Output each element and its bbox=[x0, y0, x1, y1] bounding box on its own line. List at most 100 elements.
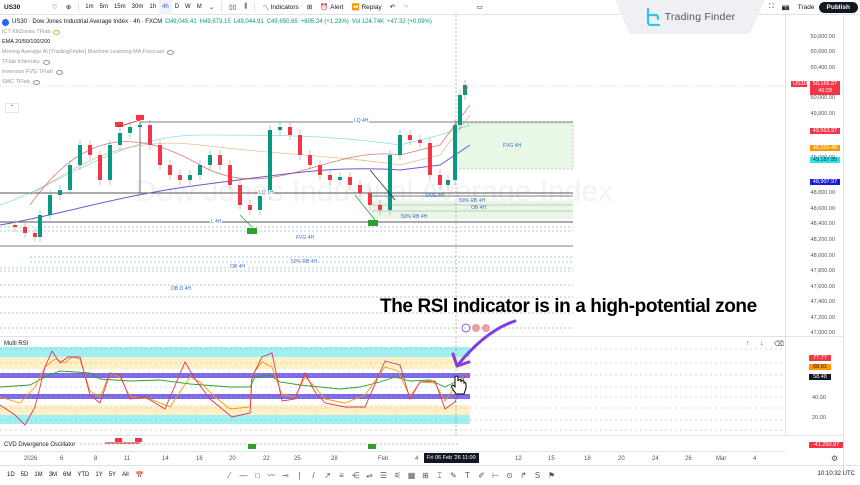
favorite-icon[interactable]: ♡ bbox=[52, 4, 58, 11]
text-tool-icon[interactable]: T bbox=[465, 471, 470, 480]
highlighter-tool-icon[interactable]: ✐ bbox=[478, 471, 485, 480]
horizontal-line-tool-icon[interactable]: ⊸ bbox=[282, 471, 289, 480]
time-label: 16 bbox=[196, 456, 203, 462]
eye-hidden-icon[interactable] bbox=[32, 79, 40, 85]
range-1d[interactable]: 1D bbox=[7, 472, 15, 478]
fib-extension-tool-icon[interactable]: ⚟ bbox=[393, 471, 402, 480]
fib-retracement-tool-icon[interactable]: ☰ bbox=[379, 471, 388, 480]
interval-30m[interactable]: 30m bbox=[131, 4, 144, 10]
eye-hidden-icon[interactable] bbox=[167, 49, 175, 55]
time-label: 26 bbox=[685, 456, 692, 462]
cvd-value-tag: -41,290.97 bbox=[809, 442, 843, 448]
interval-dropdown-icon[interactable]: ⌄ bbox=[208, 4, 215, 11]
templates-icon[interactable]: ⊞ bbox=[306, 4, 313, 11]
cvd-title[interactable]: CVD Divergence Oscillator bbox=[4, 442, 76, 448]
rectangle-tool-icon[interactable]: □ bbox=[255, 471, 260, 480]
indicator-legend-ema[interactable]: EMA 20/50/100/200 bbox=[2, 37, 432, 47]
range-ytd[interactable]: YTD bbox=[77, 472, 90, 478]
interval-1h[interactable]: 1h bbox=[149, 4, 156, 10]
goto-date-icon[interactable]: 📅 bbox=[135, 472, 144, 479]
interval-15m[interactable]: 15m bbox=[113, 4, 126, 10]
eye-icon[interactable] bbox=[53, 29, 61, 35]
bar-style-icon[interactable]: ▯▯ bbox=[229, 4, 237, 11]
layout-icon[interactable]: ▭ bbox=[476, 4, 483, 11]
range-3m[interactable]: 3M bbox=[48, 472, 58, 478]
price-label: 47,200.00 bbox=[810, 315, 835, 321]
time-axis[interactable]: Fri 06 Feb '26 11:00 2026 6 8 11 14 16 20 22 25 2… bbox=[0, 451, 785, 465]
price-chart[interactable]: Dow Jones Industrial Average Index bbox=[0, 15, 785, 333]
parallel-channel-tool-icon[interactable]: ≡ bbox=[339, 471, 344, 480]
flag-tool-icon[interactable]: ⚑ bbox=[547, 471, 556, 480]
pane-divider[interactable] bbox=[0, 435, 843, 436]
interval-4h[interactable]: 4h bbox=[159, 0, 172, 15]
range-1y[interactable]: 1Y bbox=[95, 472, 103, 478]
fib-channel-tool-icon[interactable]: ⇌ bbox=[366, 471, 373, 480]
eye-hidden-icon[interactable] bbox=[55, 69, 63, 75]
range-6m[interactable]: 6M bbox=[63, 472, 72, 478]
grid-tool-icon[interactable]: ▦ bbox=[407, 471, 416, 480]
curve-tool-icon[interactable]: S bbox=[534, 471, 541, 480]
trendline-tool-icon[interactable]: ⁄ bbox=[228, 471, 231, 480]
last-price: 50,166.87 bbox=[812, 81, 838, 87]
range-5d[interactable]: 5D bbox=[20, 472, 29, 478]
range-all[interactable]: All bbox=[122, 472, 129, 478]
interval-M[interactable]: M bbox=[196, 4, 202, 10]
replay-button[interactable]: ⏪ Replay bbox=[348, 0, 386, 15]
redo-icon[interactable]: ↷ bbox=[403, 4, 409, 11]
eye-hidden-icon[interactable] bbox=[42, 59, 50, 65]
publish-button[interactable]: Publish bbox=[818, 1, 858, 13]
trade-button[interactable]: Trade bbox=[797, 3, 815, 11]
indicator-legend-ifvg[interactable]: Inversion FVG TFlab bbox=[2, 67, 432, 77]
arc-tool-icon[interactable]: ↱ bbox=[520, 471, 527, 480]
clock-timezone[interactable]: 10:10:32 UTC bbox=[817, 471, 855, 477]
delete-pane-icon[interactable]: ⌫ bbox=[774, 341, 784, 348]
interval-5m[interactable]: 5m bbox=[99, 4, 108, 10]
range-5y[interactable]: 5Y bbox=[108, 472, 117, 478]
time-label: 4 bbox=[753, 456, 757, 462]
fullscreen-icon[interactable]: ⛶ bbox=[769, 3, 774, 10]
move-pane-down-icon[interactable]: ↓ bbox=[760, 340, 764, 347]
rsi-tag-68: 68.91 bbox=[809, 364, 831, 370]
indicator-legend-smc[interactable]: SMC TFlab bbox=[2, 77, 432, 87]
circle-tool-icon[interactable]: ⊙ bbox=[506, 471, 513, 480]
indicator-legend-killzones[interactable]: ICT KillZones TFlab bbox=[2, 27, 432, 37]
time-axis-settings-icon[interactable]: ⚙ bbox=[831, 454, 839, 463]
indicators-button[interactable]: 〽 Indicators bbox=[258, 0, 303, 15]
brush-tool-icon[interactable]: ✎ bbox=[450, 471, 457, 480]
interval-1m[interactable]: 1m bbox=[85, 4, 94, 10]
undo-icon[interactable]: ↶ bbox=[389, 4, 396, 11]
time-label: 6 bbox=[60, 456, 64, 462]
horizontal-ray-tool-icon[interactable]: — bbox=[239, 471, 248, 480]
alert-button[interactable]: ⏰ Alert bbox=[316, 0, 347, 15]
trading-finder-logo-icon bbox=[646, 8, 660, 26]
path-tool-icon[interactable]: 〰 bbox=[267, 471, 276, 480]
pane-divider[interactable] bbox=[0, 336, 843, 337]
table-tool-icon[interactable]: ⊞ bbox=[422, 471, 429, 480]
symbol-legend[interactable]: US30 · Dow Jones Industrial Average Inde… bbox=[2, 17, 432, 27]
interval-W[interactable]: W bbox=[185, 4, 191, 10]
interval-D[interactable]: D bbox=[174, 4, 180, 10]
move-pane-up-icon[interactable]: ↑ bbox=[746, 340, 750, 347]
interval-group: 1m 5m 15m 30m 1h 4h D W M bbox=[82, 0, 204, 15]
rsi-pane[interactable] bbox=[0, 337, 785, 435]
chart-type-icon[interactable]: ⫼ bbox=[244, 3, 248, 10]
extended-line-tool-icon[interactable]: ↗ bbox=[324, 471, 331, 480]
alert-label: Alert bbox=[330, 3, 344, 11]
price-axis[interactable]: 50,800.00 50,600.00 50,400.00 50,000.00 … bbox=[785, 15, 843, 435]
indicator-legend-ma-ai[interactable]: Moving Average AI [TradingFinder] Machin… bbox=[2, 47, 432, 57]
rsi-title[interactable]: Multi RSI bbox=[4, 341, 29, 347]
ray-tool-icon[interactable]: / bbox=[312, 471, 315, 480]
add-symbol-icon[interactable]: ⊕ bbox=[65, 4, 72, 11]
date-range-tool-icon[interactable]: ⊢ bbox=[492, 471, 499, 480]
symbol-logo-icon bbox=[2, 18, 9, 26]
chart-legend: US30 · Dow Jones Industrial Average Inde… bbox=[2, 17, 432, 87]
collapse-legend-button[interactable]: ⌃ bbox=[5, 103, 19, 113]
indicator-legend-ichimoku[interactable]: TFlab Ichimoku bbox=[2, 57, 432, 67]
pitchfork-tool-icon[interactable]: ⋲ bbox=[351, 471, 360, 480]
price-range-tool-icon[interactable]: ⌶ bbox=[437, 471, 442, 480]
screenshot-icon[interactable]: 📷 bbox=[781, 4, 790, 11]
range-1m[interactable]: 1M bbox=[34, 472, 43, 478]
symbol-search[interactable]: US30 bbox=[4, 3, 21, 11]
ema-tag-blue: 48,907.97 bbox=[810, 179, 840, 185]
vertical-line-tool-icon[interactable]: | bbox=[298, 471, 301, 480]
